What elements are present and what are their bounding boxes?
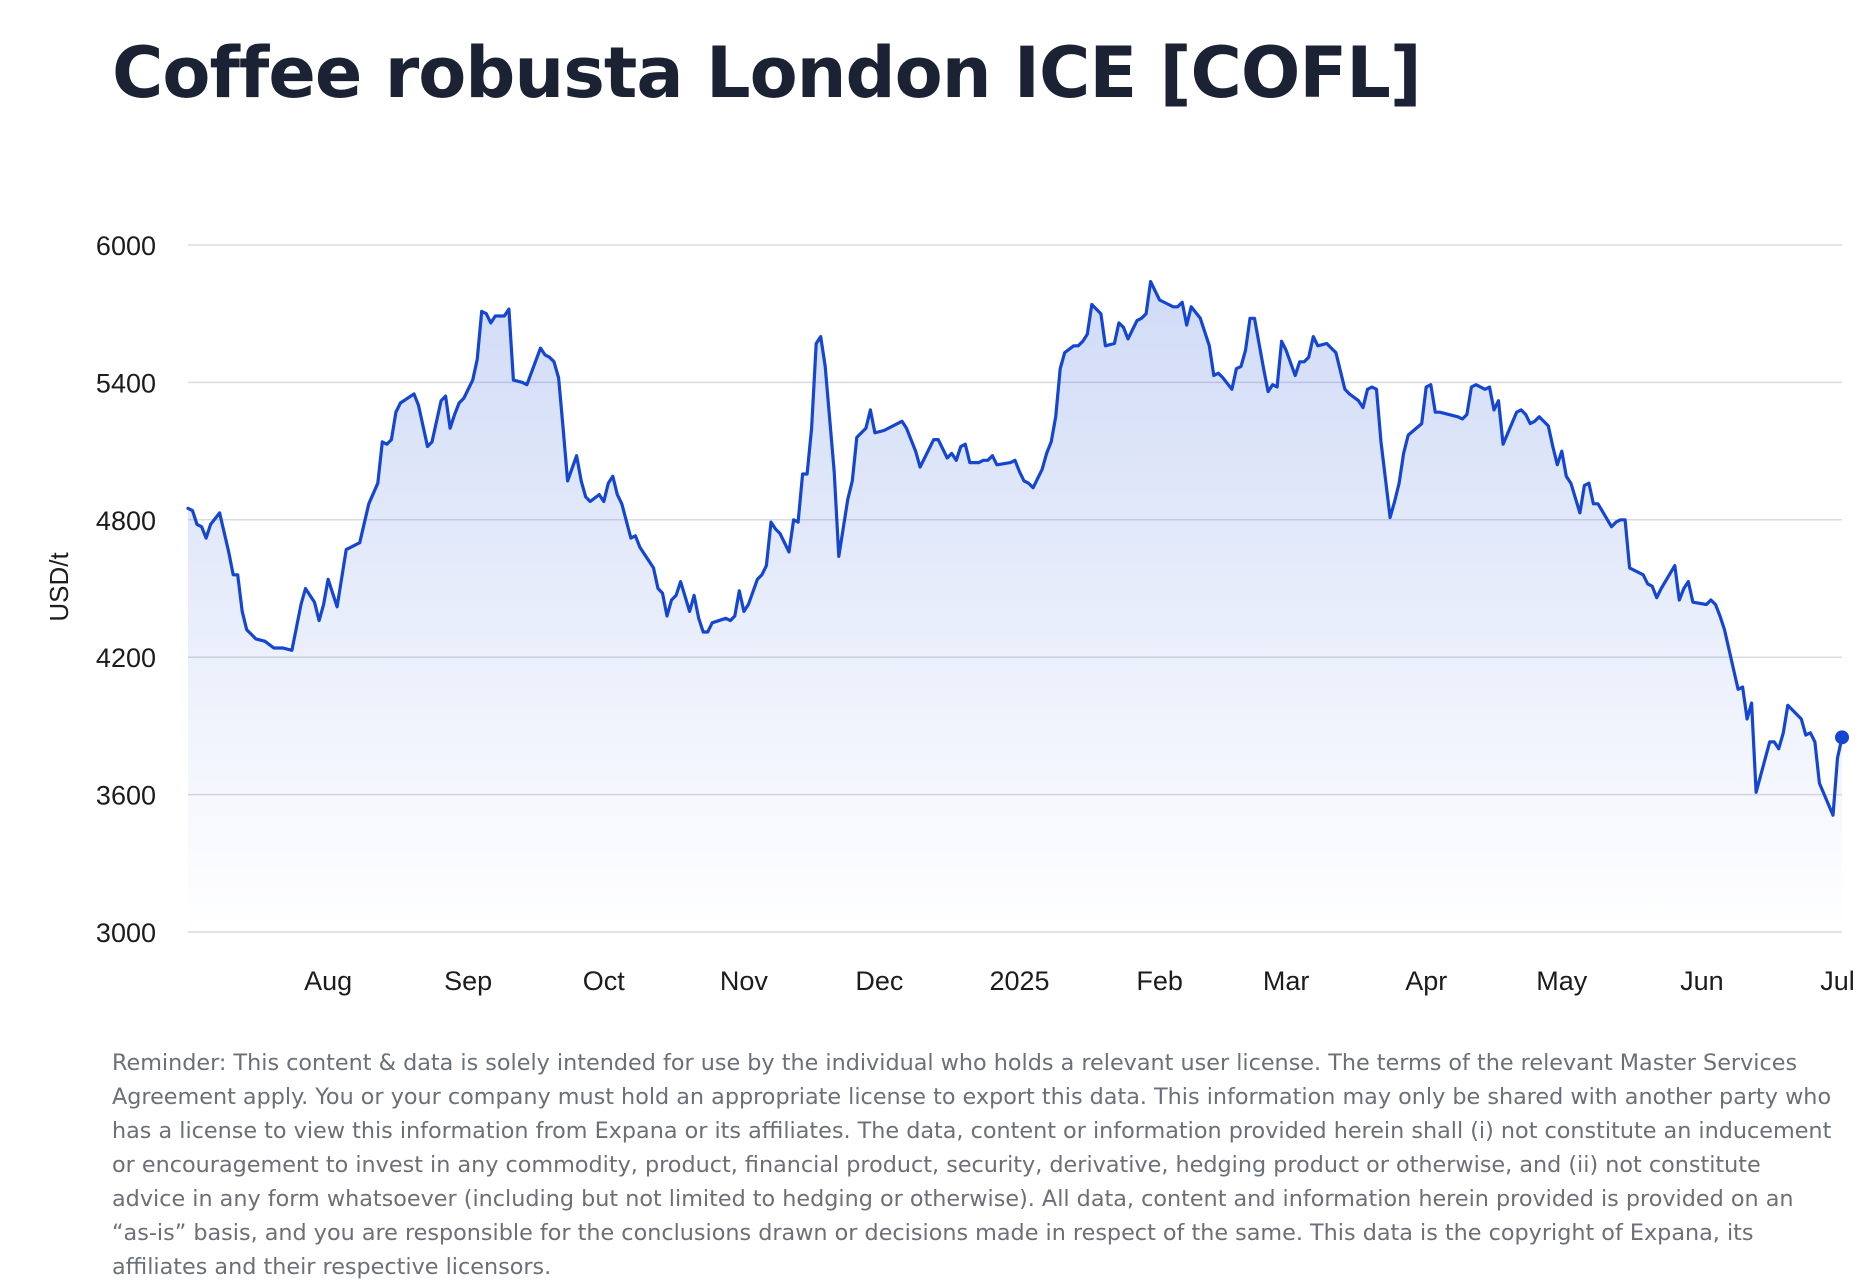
y-tick-label: 3600 xyxy=(96,781,156,811)
page-title: Coffee robusta London ICE [COFL] xyxy=(112,32,1422,114)
x-tick-label: Feb xyxy=(1136,966,1183,996)
x-tick-label: Mar xyxy=(1263,966,1310,996)
price-area xyxy=(188,281,1842,933)
x-axis: Aug Sep Oct Nov Dec 2025 Feb Mar Apr May Jun Jul xyxy=(304,966,1855,996)
x-tick-label: Apr xyxy=(1405,966,1447,996)
x-tick-label: Dec xyxy=(855,966,903,996)
x-tick-label: Jul xyxy=(1820,966,1855,996)
y-axis: 3000 3600 4200 4800 5400 6000 xyxy=(96,231,156,948)
x-tick-label: Oct xyxy=(583,966,626,996)
x-tick-label: Nov xyxy=(720,966,769,996)
x-tick-label: 2025 xyxy=(989,966,1049,996)
y-axis-label: USD/t xyxy=(44,552,74,622)
y-tick-label: 4200 xyxy=(96,643,156,673)
y-tick-label: 5400 xyxy=(96,368,156,398)
price-chart[interactable]: 3000 3600 4200 4800 5400 6000 Aug Sep Oct Nov Dec… xyxy=(0,0,1860,1040)
x-tick-label: Sep xyxy=(444,966,492,996)
last-price-marker[interactable] xyxy=(1835,730,1849,745)
x-tick-label: May xyxy=(1536,966,1588,996)
x-tick-label: Jun xyxy=(1680,966,1724,996)
y-tick-label: 6000 xyxy=(96,231,156,261)
license-disclaimer: Reminder: This content & data is solely … xyxy=(112,1050,1832,1280)
y-tick-label: 4800 xyxy=(96,506,156,536)
y-tick-label: 3000 xyxy=(96,918,156,948)
x-tick-label: Aug xyxy=(304,966,352,996)
price-line[interactable] xyxy=(186,280,1844,817)
